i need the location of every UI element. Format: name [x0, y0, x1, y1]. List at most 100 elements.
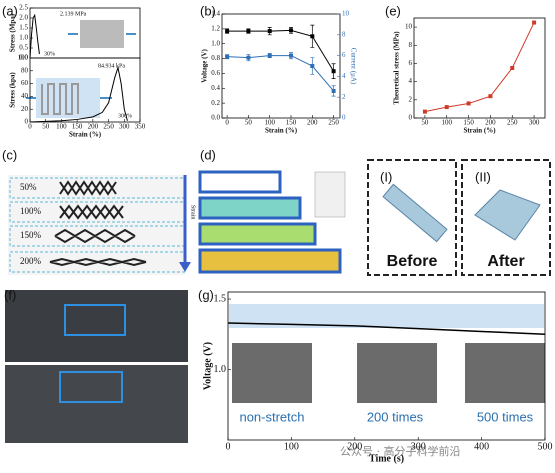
- colorbar: [314, 171, 346, 218]
- marker: [310, 64, 315, 68]
- y-axis-label: Voltage (V): [201, 48, 209, 82]
- x-tick-label: 100: [56, 123, 67, 131]
- strain-label: 50%: [20, 182, 37, 192]
- y2-tick-label: 2: [342, 93, 346, 101]
- state-label: After: [487, 253, 524, 270]
- plot-frame: [221, 13, 341, 119]
- y2-axis-label: Current (μA): [349, 48, 357, 85]
- panel-label: (d): [200, 147, 216, 162]
- x-tick-label: 150: [286, 119, 297, 127]
- x-tick-label: 300: [411, 441, 426, 452]
- y-tick-label: 1.0: [214, 364, 227, 375]
- y-tick-label: 6: [409, 59, 413, 67]
- marker: [289, 28, 294, 33]
- marker: [310, 34, 315, 39]
- x-tick-label: 250: [103, 123, 114, 131]
- x-tick-label: 400: [474, 441, 489, 452]
- x-tick-label: 100: [284, 441, 299, 452]
- y-tick-label: 2: [409, 95, 413, 103]
- x-tick-label: 100: [442, 119, 453, 127]
- highlight: [59, 371, 123, 403]
- y-tick-label: 20: [21, 105, 29, 113]
- sample: [49, 257, 147, 267]
- panel-label: (e): [385, 3, 401, 18]
- mesh: [198, 196, 302, 220]
- y-tick-label: 0.5: [19, 44, 28, 52]
- y-axis-label: Voltage (V): [202, 342, 213, 390]
- x-tick-label: 200: [347, 441, 362, 452]
- y-tick-label: 1.5: [214, 293, 227, 304]
- y-axis-label: Stress (Mpa): [9, 13, 17, 52]
- y-tick-label: 100: [18, 54, 29, 62]
- x-tick-label: 0: [225, 119, 229, 127]
- film: [474, 189, 541, 241]
- inset-serpentine: [41, 83, 79, 115]
- series-line: [227, 55, 334, 92]
- panel-d: Strain: [179, 170, 346, 274]
- state-tag: (I): [380, 169, 392, 184]
- panel-label: (c): [2, 147, 17, 162]
- mesh: [198, 248, 342, 274]
- marker: [246, 55, 251, 60]
- photo-bg: [8, 175, 185, 275]
- annotation: 300%: [118, 113, 132, 119]
- y-tick-label: 10: [405, 23, 413, 31]
- sample: [59, 204, 124, 220]
- panel-label: (b): [200, 3, 216, 18]
- x-tick-label: 250: [328, 119, 339, 127]
- frame: [461, 159, 551, 276]
- film: [382, 183, 448, 243]
- panel-c: 50% 100% 150% 200%: [8, 175, 186, 275]
- marker: [466, 101, 471, 106]
- marker: [422, 109, 427, 114]
- y-tick-label: 60: [21, 79, 29, 87]
- annotation: 84.934 kPa: [98, 63, 125, 69]
- y2-tick-label: 4: [342, 72, 346, 80]
- panel-label: (a): [2, 3, 18, 18]
- strain-label: 150%: [20, 230, 42, 240]
- series-line: [424, 22, 535, 113]
- x-tick-label: 50: [42, 123, 50, 131]
- sem-image: [357, 343, 437, 403]
- strain-label: 200%: [20, 256, 42, 266]
- frame: [367, 159, 457, 276]
- arrow-head: [179, 262, 191, 272]
- y-tick-label: 2.0: [19, 14, 28, 22]
- y-tick-label: 80: [21, 66, 29, 74]
- annotation: 200 times: [367, 409, 424, 424]
- x-tick-label: 350: [135, 123, 146, 131]
- x-tick-label: 200: [307, 119, 318, 127]
- annotation: 2.139 MPa: [60, 11, 87, 17]
- marker: [532, 20, 537, 25]
- x-tick-label: 100: [264, 119, 275, 127]
- y-tick-label: 0.4: [211, 84, 220, 92]
- highlight: [64, 304, 126, 336]
- mesh: [198, 170, 282, 194]
- x-axis-label: Strain (%): [463, 127, 496, 135]
- series-line: [29, 13, 40, 59]
- marker: [225, 54, 230, 59]
- plot-frame: [227, 291, 546, 441]
- annotation: 500 times: [477, 409, 534, 424]
- y-tick-label: 0.0: [211, 114, 220, 122]
- y-axis-label: Theoretical stress (MPa): [393, 31, 401, 105]
- photo: [5, 290, 188, 362]
- y-tick-label: 2.5: [19, 4, 28, 12]
- y-tick-label: 8: [409, 41, 413, 49]
- photo: [5, 365, 188, 443]
- y-tick-label: 0: [25, 118, 29, 126]
- series-line: [227, 29, 335, 72]
- marker: [267, 53, 272, 58]
- sem-image: [465, 343, 545, 403]
- inset-bg: [36, 78, 100, 118]
- y-tick-label: 0.8: [211, 54, 220, 62]
- inset-sheet: [80, 20, 124, 48]
- x-tick-label: 300: [529, 119, 540, 127]
- x-tick-label: 150: [72, 123, 83, 131]
- x-tick-label: 200: [88, 123, 99, 131]
- annotation: non-stretch: [239, 409, 304, 424]
- watermark: 公众号 · 高分子科学前沿: [340, 444, 461, 458]
- x-axis-label: Time (s): [369, 453, 404, 464]
- marker: [488, 94, 493, 99]
